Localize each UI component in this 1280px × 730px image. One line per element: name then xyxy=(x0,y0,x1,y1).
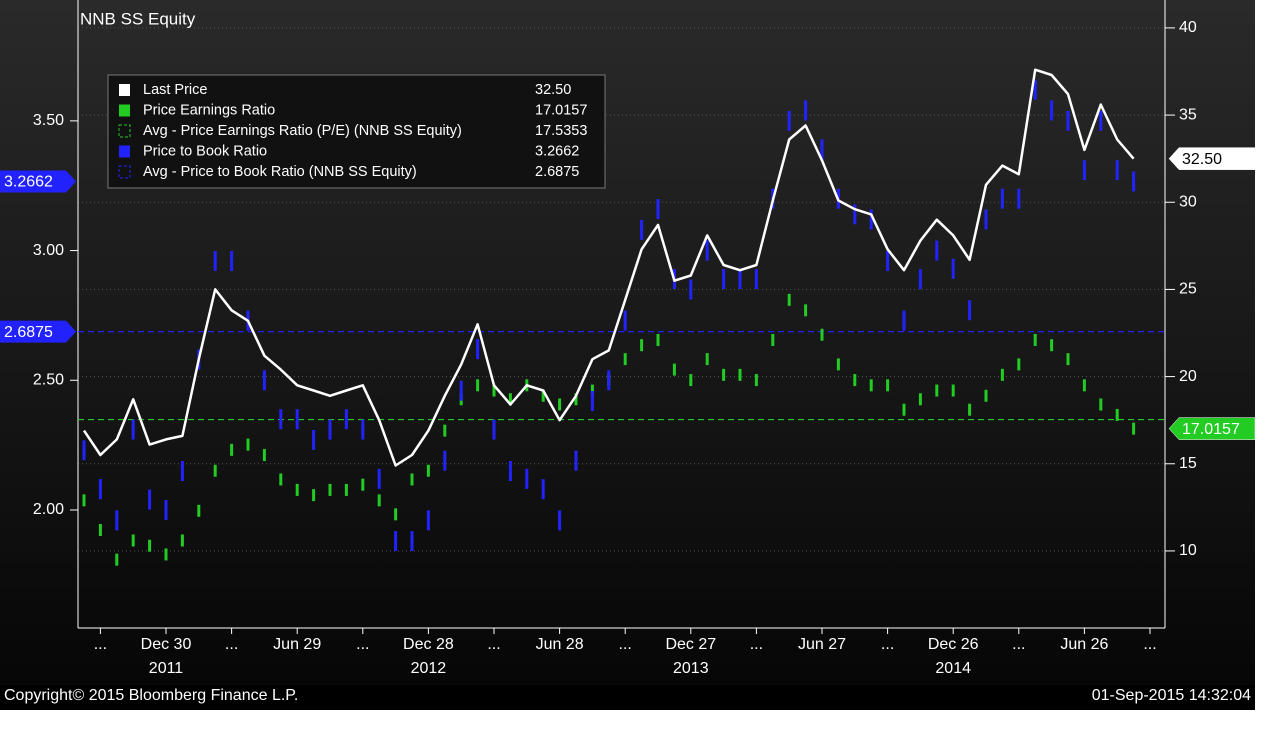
legend-swatch xyxy=(118,124,131,138)
x-tick-label: Dec 26 xyxy=(928,636,979,653)
legend-label: Avg - Price to Book Ratio (NNB SS Equity… xyxy=(143,164,417,180)
value-tag xyxy=(1168,417,1255,440)
year-label: 2013 xyxy=(673,660,709,677)
x-tick-label: ... xyxy=(1012,636,1025,653)
plot-area: 10 15 20 25 30 35 40 2.00 2.50 3.00 3.50... Dec 30 2… xyxy=(0,19,1255,677)
year-label: 2011 xyxy=(149,660,184,677)
value-tag xyxy=(1168,147,1255,170)
x-tick-label: Dec 30 xyxy=(141,636,192,653)
value-tag-label: 3.2662 xyxy=(4,174,53,191)
y2-tick-label: 20 xyxy=(1179,368,1197,385)
x-tick-label: Jun 26 xyxy=(1060,636,1108,653)
legend-swatch xyxy=(119,104,130,117)
value-tag-label: 17.0157 xyxy=(1182,421,1240,438)
legend-swatch xyxy=(118,165,131,179)
value-tag-label: 2.6875 xyxy=(4,324,53,341)
value-tag xyxy=(0,170,76,193)
x-tick-label: ... xyxy=(1143,636,1156,653)
y2-tick-label: 15 xyxy=(1179,455,1197,472)
x-tick-label: ... xyxy=(750,636,763,653)
y2-tick-label: 10 xyxy=(1179,542,1197,559)
legend-label: Price Earnings Ratio xyxy=(143,102,275,118)
x-tick-label: ... xyxy=(487,636,500,653)
price-line xyxy=(82,68,1135,467)
legend-value: 32.50 xyxy=(535,82,571,98)
value-tag xyxy=(0,320,76,343)
footer-bar xyxy=(0,685,1255,710)
x-tick-label: ... xyxy=(356,636,369,653)
x-tick-label: Jun 27 xyxy=(798,636,846,653)
copyright: Copyright© 2015 Bloomberg Finance L.P. xyxy=(4,687,298,704)
legend-box xyxy=(107,74,606,189)
year-label: 2012 xyxy=(411,660,447,677)
value-tag-label: 32.50 xyxy=(1182,151,1222,168)
legend-value: 17.5353 xyxy=(535,123,587,139)
y-tick-label: 3.00 xyxy=(33,242,64,259)
x-tick-label: Dec 27 xyxy=(665,636,716,653)
y-tick-label: 2.50 xyxy=(33,371,64,388)
legend-label: Avg - Price Earnings Ratio (P/E) (NNB SS… xyxy=(143,123,462,139)
legend-label: Price to Book Ratio xyxy=(143,143,267,159)
y2-tick-label: 35 xyxy=(1179,106,1197,123)
legend: Last Price 32.50 Price Earnings Ratio 17.01… xyxy=(107,74,606,189)
x-tick-label: ... xyxy=(94,636,107,653)
y-tick-label: 2.00 xyxy=(33,501,64,518)
x-tick-label: ... xyxy=(881,636,894,653)
x-tick-label: ... xyxy=(225,636,238,653)
x-tick-label: Jun 28 xyxy=(536,636,584,653)
legend-swatch xyxy=(119,145,130,158)
chart-title: NNB SS Equity xyxy=(80,9,196,28)
legend-value: 17.0157 xyxy=(535,102,587,118)
y2-tick-label: 25 xyxy=(1179,281,1197,298)
x-tick-label: ... xyxy=(619,636,632,653)
y-tick-label: 3.50 xyxy=(33,112,64,129)
legend-swatch xyxy=(119,84,130,96)
legend-value: 2.6875 xyxy=(535,164,579,180)
timestamp: 01-Sep-2015 14:32:04 xyxy=(1092,687,1251,704)
year-label: 2014 xyxy=(935,660,971,677)
legend-label: Last Price xyxy=(143,82,207,98)
legend-value: 3.2662 xyxy=(535,143,579,159)
chart: NNB SS Equity Copyright© 2015 Bloomberg … xyxy=(0,0,1255,710)
y2-tick-label: 40 xyxy=(1179,19,1197,36)
x-tick-label: Jun 29 xyxy=(273,636,321,653)
x-tick-label: Dec 28 xyxy=(403,636,454,653)
y2-tick-label: 30 xyxy=(1179,193,1197,210)
